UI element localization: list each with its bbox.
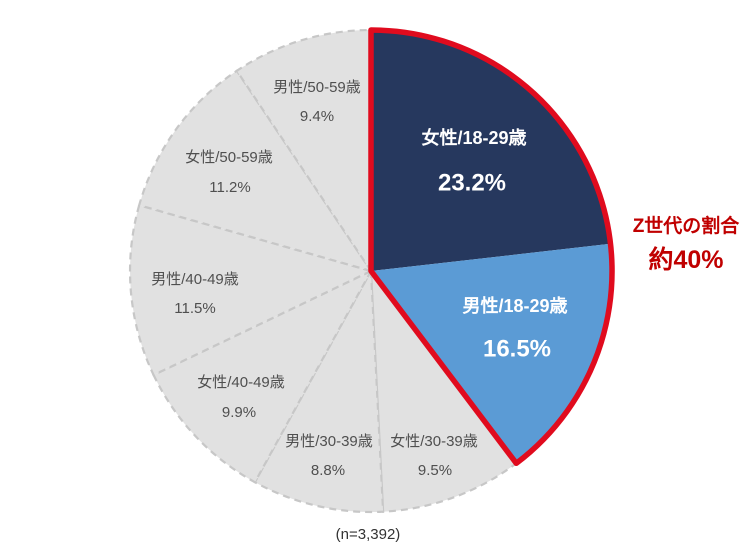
pie-slice-2 bbox=[369, 267, 518, 513]
slice-value-2: 9.5% bbox=[418, 462, 452, 479]
slice-label-2: 女性/30-39歳 bbox=[390, 432, 478, 450]
pie-slice-5 bbox=[128, 203, 375, 377]
z-generation-outline bbox=[368, 27, 615, 467]
slice-value-3: 8.8% bbox=[311, 462, 345, 479]
slice-label-6: 女性/50-59歳 bbox=[185, 148, 273, 166]
pie-slice-4 bbox=[152, 268, 374, 484]
slice-label-4: 女性/40-49歳 bbox=[197, 373, 285, 391]
pie-slice-3 bbox=[253, 267, 385, 514]
slice-label-1: 男性/18-29歳 bbox=[462, 295, 567, 316]
slice-value-5: 11.5% bbox=[174, 300, 215, 317]
slice-label-0: 女性/18-29歳 bbox=[421, 127, 526, 148]
z-generation-annotation: Z世代の割合 約40% bbox=[612, 216, 755, 275]
slice-value-1: 16.5% bbox=[483, 335, 551, 362]
slice-label-3: 男性/30-39歳 bbox=[285, 433, 373, 450]
slice-value-4: 9.9% bbox=[222, 404, 256, 421]
annotation-title: Z世代の割合 bbox=[632, 216, 740, 237]
slice-value-6: 11.2% bbox=[209, 179, 250, 196]
slice-label-7: 男性/50-59歳 bbox=[273, 79, 361, 96]
annotation-value: 約40% bbox=[648, 245, 724, 274]
slice-value-0: 23.2% bbox=[438, 169, 506, 196]
sample-size-caption: (n=3,392) bbox=[335, 526, 401, 543]
pie-slice-6 bbox=[137, 69, 374, 273]
pie-slice-7 bbox=[235, 28, 373, 275]
slice-value-7: 9.4% bbox=[300, 108, 334, 125]
slice-label-5: 男性/40-49歳 bbox=[151, 271, 239, 288]
pie-slice-0 bbox=[371, 29, 611, 271]
pie-slice-1 bbox=[371, 243, 613, 464]
